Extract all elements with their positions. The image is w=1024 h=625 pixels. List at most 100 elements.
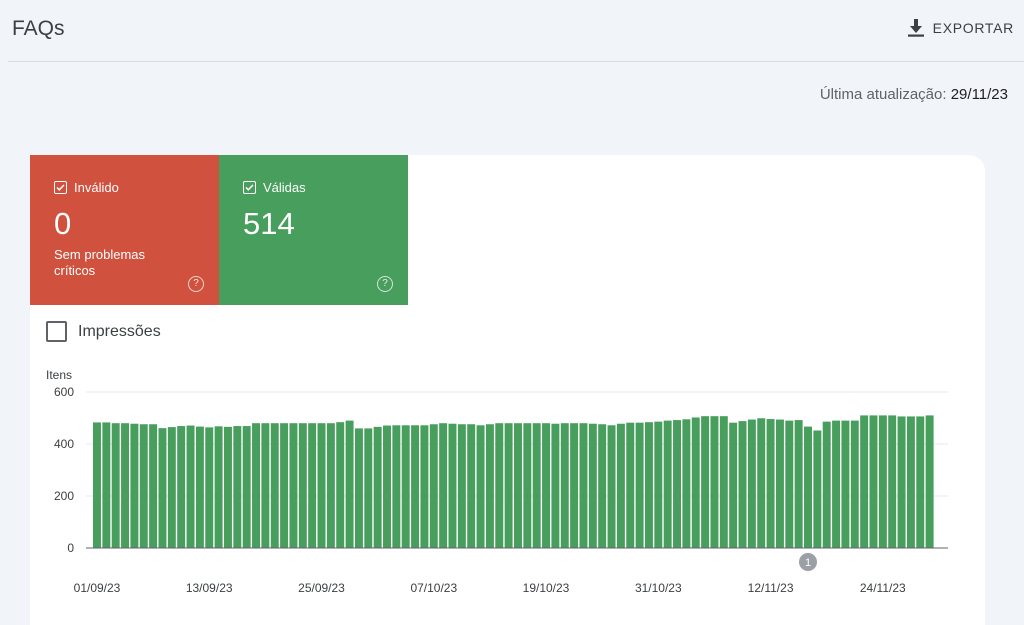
chart-bar[interactable]: [383, 425, 391, 548]
chart-bar[interactable]: [495, 423, 504, 548]
chart-bar[interactable]: [354, 428, 363, 548]
chart-bar[interactable]: [139, 424, 148, 548]
chart-bar[interactable]: [654, 421, 663, 548]
invalid-tile[interactable]: Inválido 0 Sem problemas críticos ?: [30, 155, 219, 305]
checkbox-unchecked-icon[interactable]: [46, 321, 67, 342]
chart-bar[interactable]: [439, 423, 448, 548]
chart-bar[interactable]: [214, 426, 223, 548]
chart-bar[interactable]: [551, 423, 560, 548]
chart-bar[interactable]: [832, 420, 841, 548]
chart-bar[interactable]: [345, 420, 354, 548]
chart-bar[interactable]: [644, 422, 653, 548]
chart-bar[interactable]: [429, 424, 438, 548]
chart-bar[interactable]: [532, 423, 541, 548]
chart-bar[interactable]: [102, 422, 111, 548]
chart-bar[interactable]: [514, 423, 522, 548]
chart-bar[interactable]: [916, 416, 925, 548]
valid-tile[interactable]: Válidas 514 ?: [219, 155, 408, 305]
help-icon[interactable]: ?: [377, 276, 393, 292]
chart-bar[interactable]: [420, 425, 429, 548]
chart-bar[interactable]: [775, 419, 784, 548]
chart-bar[interactable]: [738, 421, 747, 548]
chart-bar[interactable]: [804, 426, 812, 548]
chart-bar[interactable]: [616, 423, 625, 548]
chart-bar[interactable]: [888, 415, 897, 548]
checkbox-checked-icon[interactable]: [243, 181, 256, 194]
chart-bar[interactable]: [813, 430, 822, 548]
chart-bar[interactable]: [598, 424, 607, 548]
chart-bar[interactable]: [149, 424, 158, 548]
chart-bar[interactable]: [205, 427, 214, 548]
chart-bar[interactable]: [794, 420, 803, 548]
chart-bar[interactable]: [682, 419, 691, 548]
checkbox-checked-icon[interactable]: [54, 181, 67, 194]
chart-bar[interactable]: [757, 418, 766, 548]
chart-bar[interactable]: [280, 423, 289, 548]
chart-bar[interactable]: [195, 426, 204, 548]
chart-bar[interactable]: [373, 426, 382, 548]
chart-bar[interactable]: [261, 423, 270, 548]
annotation-marker[interactable]: 1: [799, 553, 817, 571]
chart-bar[interactable]: [822, 421, 831, 548]
chart-bar[interactable]: [710, 416, 719, 548]
chart-bar[interactable]: [233, 426, 242, 548]
chart-bar[interactable]: [476, 425, 485, 548]
chart-bar[interactable]: [336, 422, 345, 548]
chart-bar[interactable]: [701, 416, 710, 548]
impressions-toggle[interactable]: Impressões: [46, 321, 161, 342]
chart-bar[interactable]: [504, 423, 513, 548]
chart-bar[interactable]: [392, 425, 401, 548]
chart-bar[interactable]: [766, 419, 775, 548]
chart-bar[interactable]: [878, 415, 887, 548]
export-button[interactable]: EXPORTAR: [907, 15, 1014, 41]
chart-bar[interactable]: [607, 425, 616, 548]
chart-bar[interactable]: [93, 422, 101, 548]
chart-bar[interactable]: [588, 423, 597, 548]
chart-bar[interactable]: [270, 423, 279, 548]
chart-bar[interactable]: [130, 423, 139, 548]
chart-bar[interactable]: [523, 423, 532, 548]
chart-bar[interactable]: [579, 423, 588, 548]
chart-bar[interactable]: [747, 419, 756, 548]
chart-bar[interactable]: [448, 423, 457, 548]
chart-bar[interactable]: [411, 425, 420, 548]
chart-bar[interactable]: [925, 415, 934, 548]
chart-bar[interactable]: [177, 426, 186, 548]
chart-bar[interactable]: [223, 426, 232, 548]
chart-bar[interactable]: [364, 428, 373, 548]
chart-bar[interactable]: [542, 423, 551, 548]
chart-bar[interactable]: [570, 423, 579, 548]
chart-bar[interactable]: [860, 415, 869, 548]
annotation-badge[interactable]: [799, 553, 817, 571]
chart-bar[interactable]: [121, 423, 130, 548]
chart-bar[interactable]: [719, 416, 728, 548]
chart-bar[interactable]: [308, 423, 317, 548]
help-icon[interactable]: ?: [188, 276, 204, 292]
chart-bar[interactable]: [626, 422, 635, 548]
chart-bar[interactable]: [298, 423, 307, 548]
chart-bar[interactable]: [186, 425, 195, 548]
chart-bar[interactable]: [906, 416, 915, 548]
chart-bar[interactable]: [691, 417, 700, 548]
chart-bar[interactable]: [111, 423, 120, 548]
chart-bar[interactable]: [326, 423, 335, 548]
chart-bar[interactable]: [242, 426, 251, 548]
chart-bar[interactable]: [560, 423, 569, 548]
chart-bar[interactable]: [729, 422, 738, 548]
chart-bar[interactable]: [841, 420, 850, 548]
chart-bar[interactable]: [485, 424, 494, 548]
chart-bar[interactable]: [635, 422, 644, 548]
chart-bar[interactable]: [785, 420, 794, 548]
chart-bar[interactable]: [401, 425, 410, 548]
chart-bar[interactable]: [167, 427, 176, 548]
chart-bar[interactable]: [467, 424, 476, 548]
chart-bar[interactable]: [850, 420, 859, 548]
chart-bar[interactable]: [317, 423, 326, 548]
chart-bar[interactable]: [897, 416, 906, 548]
chart-bar[interactable]: [158, 428, 167, 548]
chart-bar[interactable]: [252, 423, 260, 548]
chart-bar[interactable]: [289, 423, 298, 548]
chart-bar[interactable]: [663, 420, 672, 548]
chart-bar[interactable]: [869, 415, 878, 548]
chart-bar[interactable]: [673, 420, 681, 548]
